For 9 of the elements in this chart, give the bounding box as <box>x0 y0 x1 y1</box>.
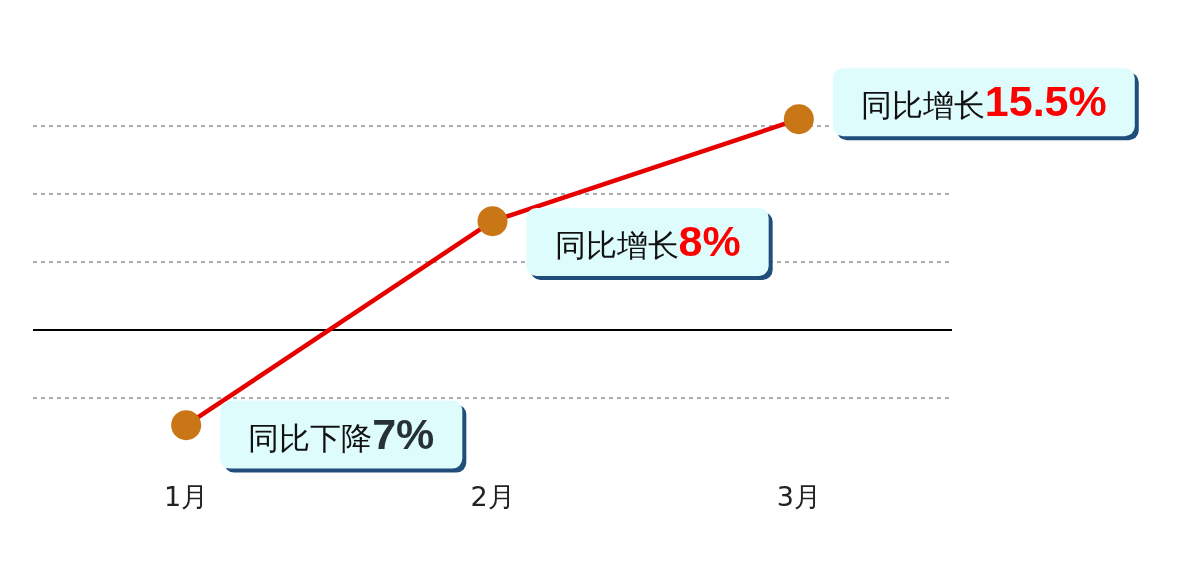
x-tick-label: 1月 <box>164 481 209 512</box>
data-label: 同比增长15.5% <box>860 77 1107 126</box>
x-tick-label: 2月 <box>470 481 515 512</box>
data-label: 同比增长15.5% <box>832 68 1139 141</box>
data-label: 同比下降7% <box>248 409 435 458</box>
x-tick-label: 3月 <box>776 481 821 512</box>
data-label: 同比下降7% <box>220 400 467 473</box>
data-label: 同比增长8% <box>526 207 773 280</box>
data-label: 同比增长8% <box>554 216 741 265</box>
